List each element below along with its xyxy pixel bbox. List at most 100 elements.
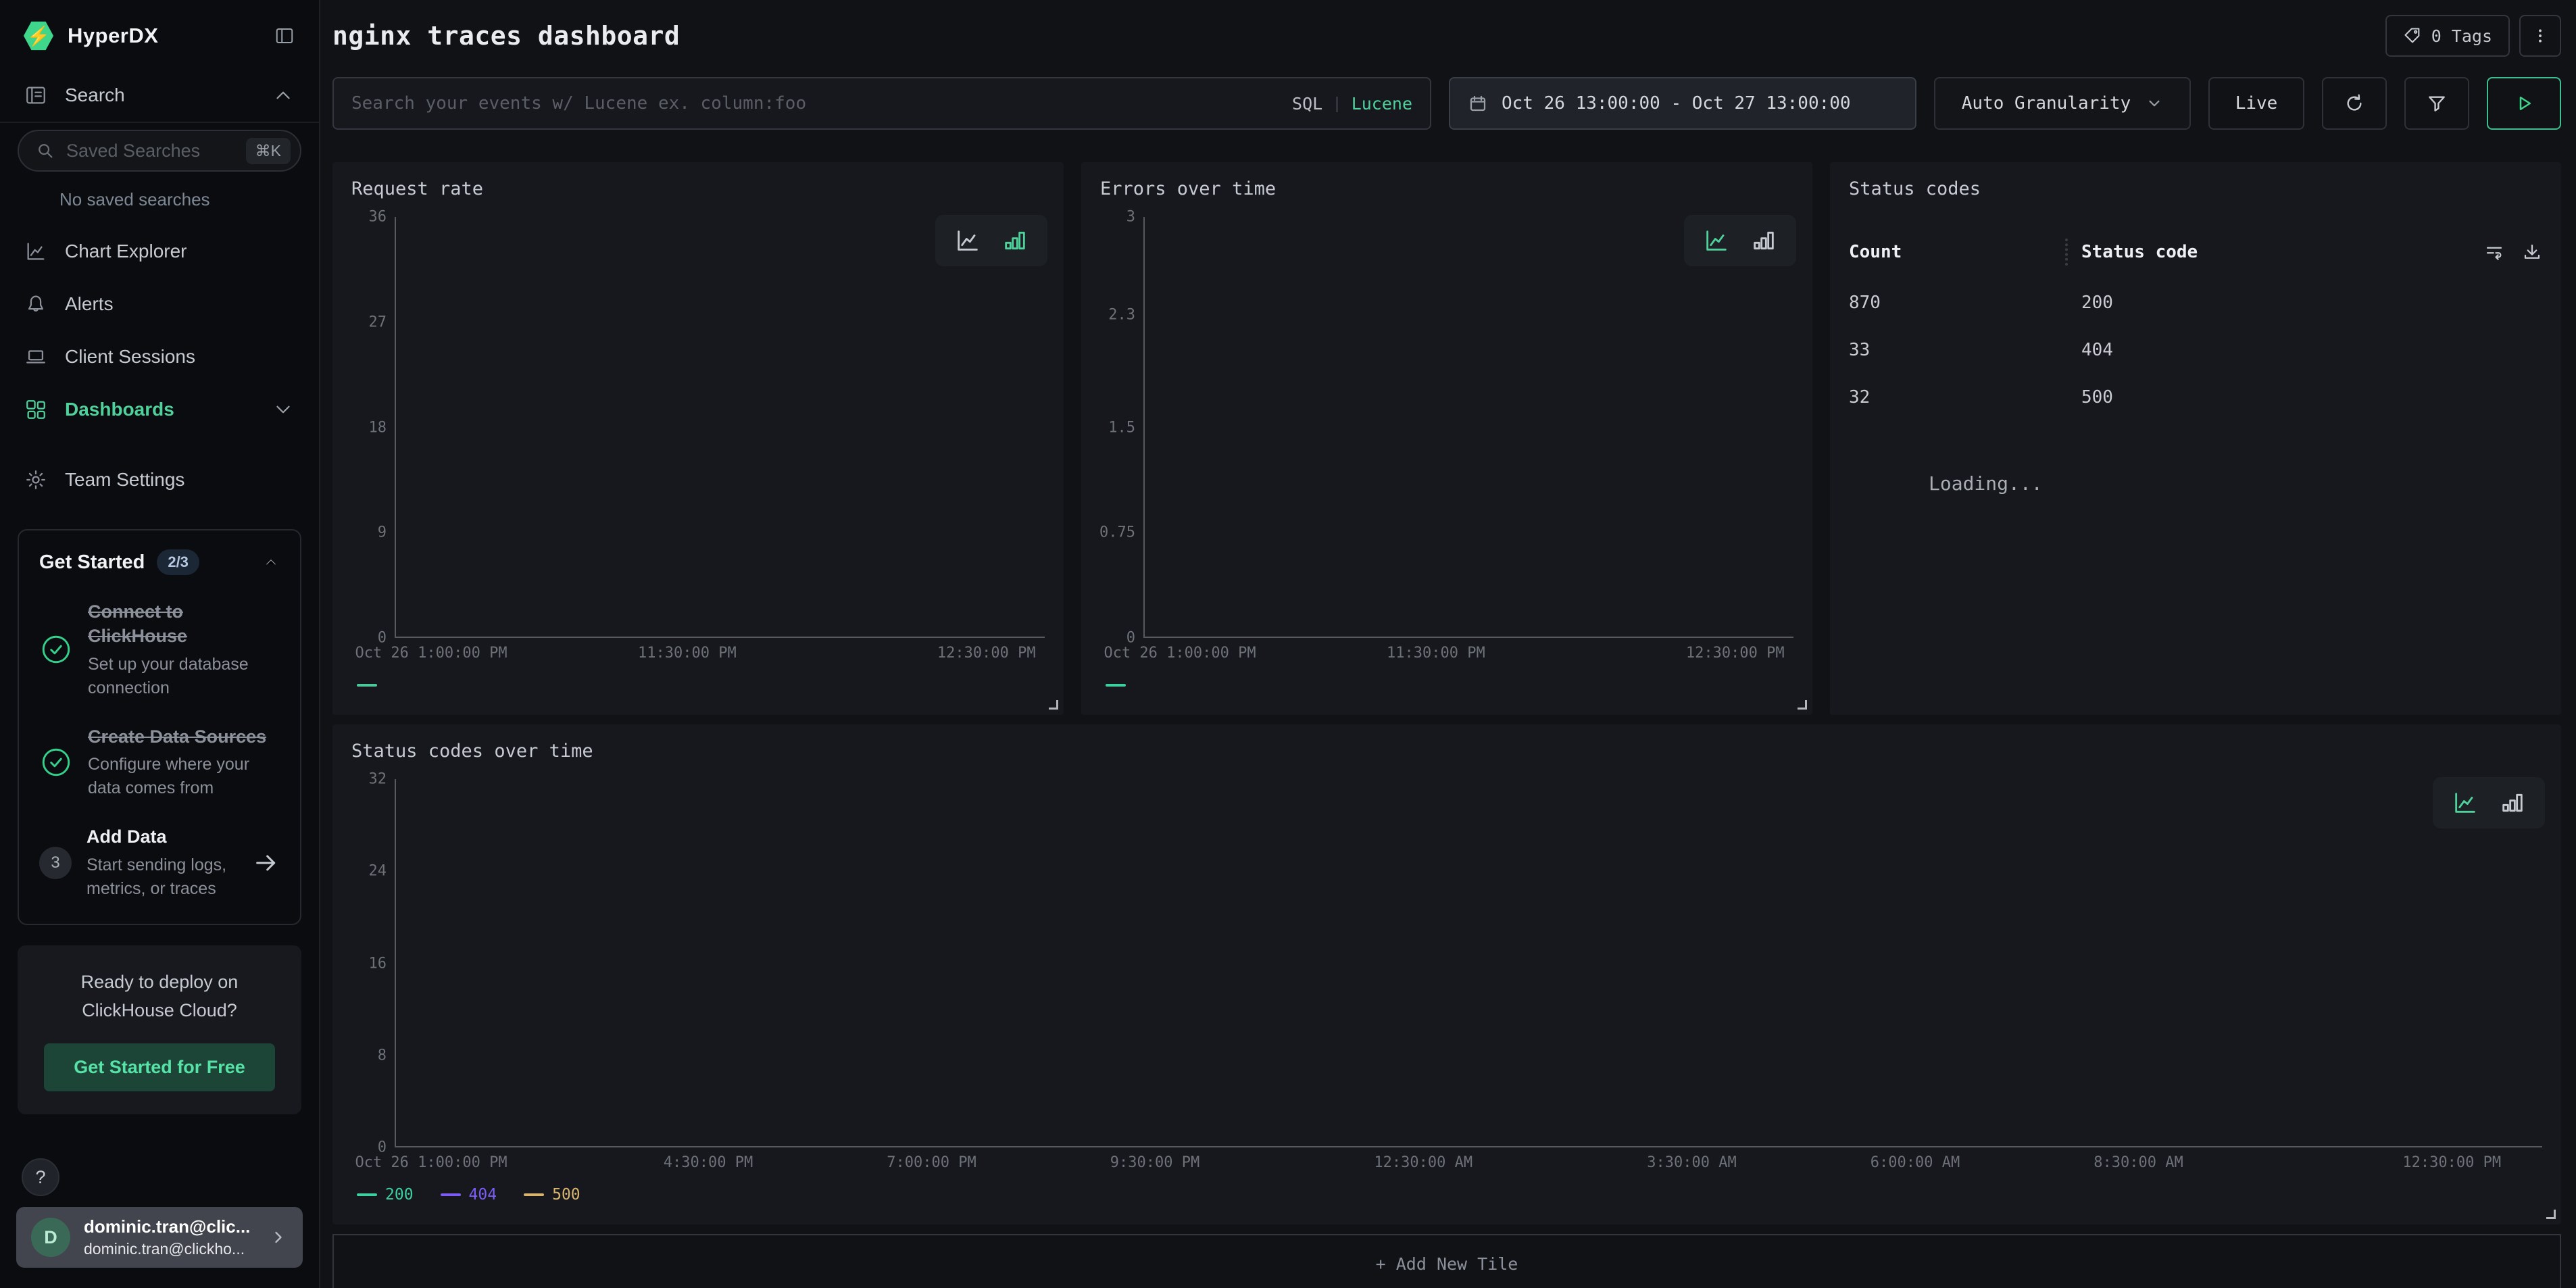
sidebar-item-team-settings[interactable]: Team Settings: [0, 453, 319, 506]
cell-status-code: 404: [2081, 340, 2542, 360]
tile-resize-handle[interactable]: [1798, 700, 1807, 710]
y-tick-label: 18: [369, 419, 387, 436]
add-new-tile-button[interactable]: + Add New Tile: [332, 1234, 2561, 1288]
legend-item[interactable]: [357, 684, 385, 687]
legend-item[interactable]: [1106, 684, 1134, 687]
event-search-input[interactable]: [351, 93, 1280, 114]
calendar-icon: [1468, 93, 1488, 114]
y-tick-label: 16: [369, 955, 387, 972]
live-button[interactable]: Live: [2208, 77, 2304, 130]
sidebar-item-label: Search: [65, 84, 254, 106]
plot-area: [395, 779, 2542, 1147]
get-started-card: Get Started 2/3 Connect to ClickHouse Se…: [18, 529, 301, 925]
y-tick-label: 27: [369, 314, 387, 330]
chart-title: Status codes over time: [351, 741, 2542, 762]
brand-row: ⚡ HyperDX: [0, 0, 319, 69]
lucene-toggle[interactable]: Lucene: [1352, 94, 1412, 114]
legend-item[interactable]: 500: [524, 1186, 580, 1204]
help-button[interactable]: ?: [22, 1158, 59, 1196]
dashboards-icon: [24, 398, 47, 421]
tile-resize-handle[interactable]: [2546, 1210, 2556, 1219]
sidebar-item-label: Alerts: [65, 293, 295, 315]
chart-title: Status codes: [1849, 178, 2542, 199]
collapse-sidebar-icon[interactable]: [273, 26, 296, 46]
sidebar-item-client-sessions[interactable]: Client Sessions: [0, 330, 319, 383]
granularity-select[interactable]: Auto Granularity: [1934, 77, 2191, 130]
time-range-picker[interactable]: Oct 26 13:00:00 - Oct 27 13:00:00: [1449, 77, 1916, 130]
sidebar-item-dashboards[interactable]: Dashboards: [0, 383, 319, 436]
line-chart-toggle-icon[interactable]: [2450, 789, 2480, 816]
get-started-step-1[interactable]: Connect to ClickHouse Set up your databa…: [39, 599, 280, 700]
chart-legend: 200 404 500: [351, 1177, 2542, 1212]
errors-line: [1145, 217, 1793, 637]
sidebar-item-chart-explorer[interactable]: Chart Explorer: [0, 225, 319, 278]
get-started-step-2[interactable]: Create Data Sources Configure where your…: [39, 724, 280, 800]
cell-status-code: 200: [2081, 293, 2542, 313]
download-csv-icon[interactable]: [2522, 242, 2542, 262]
legend-label: 404: [469, 1186, 497, 1204]
sql-toggle[interactable]: SQL: [1292, 94, 1322, 114]
legend-item[interactable]: 404: [441, 1186, 497, 1204]
tile-resize-handle[interactable]: [1049, 700, 1058, 710]
get-started-step-3[interactable]: 3 Add Data Start sending logs, metrics, …: [39, 824, 280, 900]
y-tick-label: 0.75: [1099, 524, 1135, 541]
legend-label: 200: [385, 1186, 414, 1204]
chart-type-toggle: [1684, 215, 1796, 266]
chevron-up-icon: [272, 84, 295, 107]
chart-title: Request rate: [351, 178, 1045, 199]
wrap-lines-icon[interactable]: [2484, 242, 2504, 262]
line-chart-toggle-icon[interactable]: [1702, 227, 1731, 254]
y-axis: 08162432: [351, 779, 395, 1147]
no-saved-searches-text: No saved searches: [0, 177, 319, 225]
filter-button[interactable]: [2404, 77, 2469, 130]
legend-item[interactable]: 200: [357, 1186, 414, 1204]
page-title: nginx traces dashboard: [332, 21, 680, 51]
line-chart-toggle-icon[interactable]: [953, 227, 983, 254]
table-header-status-code[interactable]: Status code: [2081, 242, 2484, 262]
sidebar-item-label: Dashboards: [65, 399, 254, 420]
sidebar-item-label: Chart Explorer: [65, 241, 295, 262]
loading-text: Loading...: [1929, 472, 2542, 495]
tile-errors-over-time: Errors over time 00.751.52.33 Oct 26 1:0…: [1081, 162, 1812, 715]
cell-count: 870: [1849, 293, 2065, 313]
run-query-button[interactable]: [2487, 77, 2561, 130]
user-menu[interactable]: D dominic.tran@clic... dominic.tran@clic…: [16, 1207, 303, 1268]
search-icon: [35, 141, 55, 161]
chevron-up-icon[interactable]: [262, 553, 280, 571]
column-resize-handle[interactable]: [2065, 239, 2081, 266]
x-tick-label: 12:30:00 PM: [2402, 1154, 2501, 1171]
hyperdx-logo-icon: ⚡: [23, 20, 54, 51]
bar-chart-toggle-icon[interactable]: [1749, 227, 1779, 254]
step-title: Connect to ClickHouse: [88, 599, 280, 649]
table-header-count[interactable]: Count: [1849, 242, 2065, 262]
chevron-down-icon: [2146, 95, 2163, 112]
sidebar-item-alerts[interactable]: Alerts: [0, 278, 319, 330]
dashboard-menu-button[interactable]: [2519, 15, 2561, 57]
legend-dash: [357, 684, 377, 687]
table-row[interactable]: 870 200: [1849, 293, 2542, 313]
saved-searches-pill[interactable]: Saved Searches ⌘K: [18, 130, 301, 172]
x-axis: Oct 26 1:00:00 PM11:30:00 PM12:30:00 PM: [1143, 638, 1793, 668]
sidebar-item-label: Team Settings: [65, 469, 295, 491]
refresh-button[interactable]: [2322, 77, 2387, 130]
x-tick-label: 12:30:00 PM: [1686, 645, 1785, 662]
gear-icon: [24, 468, 47, 491]
tags-button[interactable]: 0 Tags: [2385, 15, 2510, 57]
chart-title: Errors over time: [1100, 178, 1793, 199]
plot-area: [395, 217, 1045, 638]
table-row[interactable]: 32500: [1849, 387, 2542, 407]
x-tick-label: 3:30:00 AM: [1647, 1154, 1736, 1171]
event-search-bar: SQL | Lucene: [332, 77, 1431, 130]
plot-area: [1143, 217, 1793, 638]
bar-chart-toggle-icon[interactable]: [1000, 227, 1030, 254]
bar-chart-toggle-icon[interactable]: [2498, 789, 2527, 816]
get-started-free-button[interactable]: Get Started for Free: [44, 1043, 275, 1091]
y-tick-label: 0: [378, 630, 387, 647]
sidebar-item-search[interactable]: Search: [0, 69, 319, 123]
x-tick-label: 9:30:00 PM: [1110, 1154, 1199, 1171]
x-tick-label: 8:30:00 AM: [2094, 1154, 2183, 1171]
y-tick-label: 9: [378, 524, 387, 541]
cell-count: 33: [1849, 340, 2065, 360]
y-tick-label: 1.5: [1108, 419, 1135, 436]
table-row[interactable]: 33 404: [1849, 340, 2542, 360]
